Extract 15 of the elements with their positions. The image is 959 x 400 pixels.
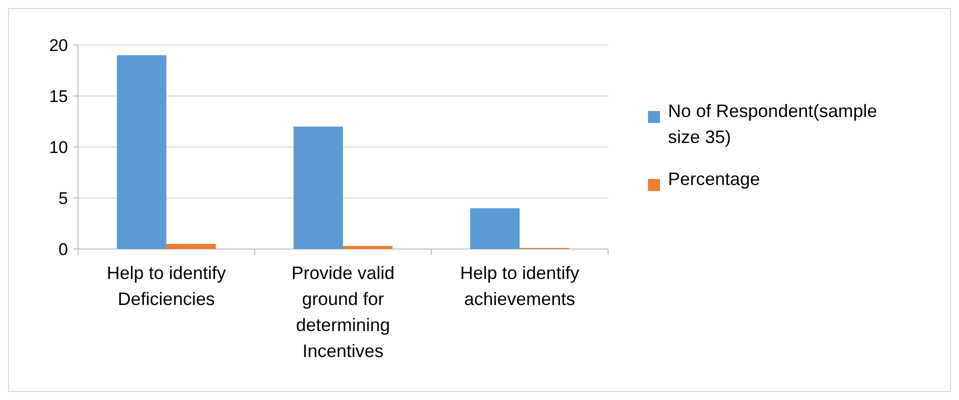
y-tick-label: 15 bbox=[49, 86, 68, 106]
bar bbox=[294, 126, 343, 249]
y-tick-label: 10 bbox=[49, 138, 68, 157]
y-tick-label: 5 bbox=[58, 188, 68, 208]
y-tick-label: 20 bbox=[49, 36, 68, 55]
x-tick-label: Help to identify achievements bbox=[460, 263, 580, 309]
bar bbox=[470, 208, 520, 249]
bar bbox=[343, 246, 392, 249]
legend-label: No of Respondent(sample size 35) bbox=[668, 101, 878, 147]
y-tick-label: 0 bbox=[58, 240, 68, 259]
bar bbox=[116, 55, 166, 249]
x-tick-label: Provide valid ground for determining Incentives bbox=[291, 263, 395, 361]
legend-label: Percentage bbox=[668, 169, 760, 189]
x-tick-label: Help to identify Deficiencies bbox=[106, 263, 226, 309]
bar bbox=[166, 244, 216, 249]
